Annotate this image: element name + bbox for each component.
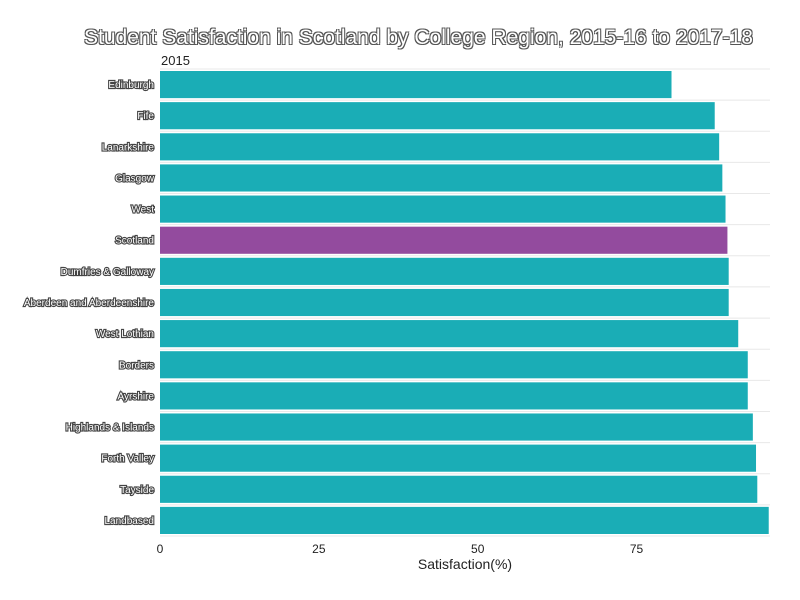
category-label: Forth Valley [101,454,154,465]
category-label: West [131,205,154,216]
chart-subtitle: 2015 [161,53,190,68]
bar [160,382,748,410]
category-label: Tayside [120,485,154,496]
category-label: Aberdeen and Aberdeenshire [24,298,155,309]
x-tick-label: 50 [471,542,485,556]
category-label: Highlands & Islands [66,423,154,434]
bar [160,195,726,223]
bar [160,257,729,285]
x-tick-label: 75 [630,542,644,556]
x-tick-label: 0 [157,542,164,556]
category-label: Borders [119,360,154,371]
category-labels: Edinburgh Fife Lanarkshire Glasgow West Scotl… [23,79,156,528]
category-label: Lanarkshire [102,142,155,153]
bar-layer [160,71,769,534]
category-label: Edinburgh [108,80,154,91]
x-tick-label: 25 [312,542,326,556]
category-label: Ayrshire [118,391,155,402]
category-label: West Lothian [96,329,154,340]
category-label: Landbased [105,516,155,527]
category-label: Glasgow [115,173,155,184]
category-label: Scotland [115,236,154,247]
bar [160,164,723,192]
bar [160,475,758,503]
category-label: Fife [137,111,154,122]
chart-title: Student Satisfaction in Scotland by Coll… [84,26,753,49]
x-axis-ticks: 0 25 50 75 [157,542,644,556]
bar [160,102,715,130]
bar [160,320,739,348]
bar [160,351,748,379]
bar [160,71,672,99]
bar [160,226,728,254]
bar [160,288,729,317]
x-axis-label: Satisfaction(%) [418,556,512,572]
grid-layer [160,68,770,537]
bar [160,444,757,472]
bar [160,506,769,534]
bar [160,133,720,161]
category-label: Dumfries & Galloway [61,267,154,278]
bar [160,413,753,441]
